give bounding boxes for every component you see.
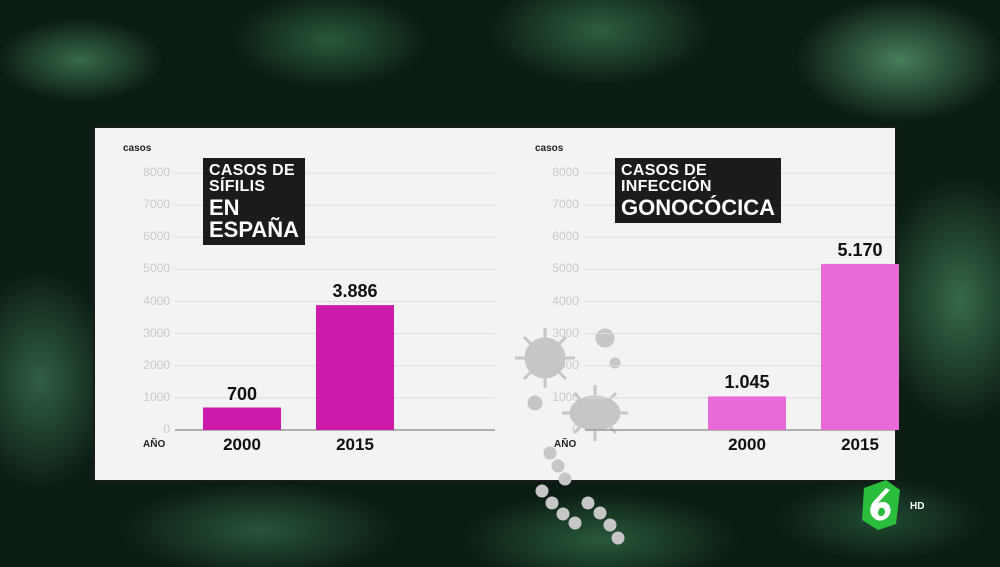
bar-2000 <box>203 407 281 430</box>
y-tick-label: 8000 <box>552 165 579 179</box>
infographic-panel: casos AÑO 8000 7000 6000 5000 4000 3000 … <box>95 128 899 545</box>
y-tick-label: 7000 <box>143 197 170 212</box>
y-tick-label: 6000 <box>143 229 170 244</box>
y-axis-unit: casos <box>123 143 152 154</box>
y-tick-label: 2000 <box>552 357 579 372</box>
chart-title: CASOS DE INFECCIÓN GONOCÓCICA <box>615 158 781 223</box>
y-tick-label: 0 <box>163 422 170 436</box>
y-tick-label: 7000 <box>552 197 579 212</box>
bar-2015 <box>316 305 394 430</box>
chart-title-line2: GONOCÓCICA <box>621 195 775 220</box>
bar-value-label: 1.045 <box>724 372 770 393</box>
y-tick-label: 3000 <box>552 325 579 340</box>
y-tick-label: 6000 <box>552 229 579 244</box>
x-category-label: 2015 <box>841 435 879 454</box>
x-category-label: 2000 <box>728 435 766 454</box>
chart-title-line2: EN ESPAÑA <box>209 195 300 242</box>
y-tick-label: 3000 <box>143 325 170 340</box>
chart-title-line1: CASOS DE INFECCIÓN <box>621 162 712 195</box>
y-tick-label: 8000 <box>143 165 170 179</box>
plot-area <box>585 172 899 431</box>
y-tick-label: 4000 <box>143 293 170 308</box>
bar-value-label: 700 <box>226 383 258 404</box>
chart-title: CASOS DE SÍFILIS EN ESPAÑA <box>203 158 306 245</box>
y-tick-label: 0 <box>572 422 579 436</box>
y-tick-label: 4000 <box>552 293 579 308</box>
plot-area <box>175 172 495 431</box>
x-axis-label: AÑO <box>554 439 577 450</box>
y-tick-label: 2000 <box>143 357 170 372</box>
y-tick-label: 1000 <box>552 389 579 404</box>
hd-badge: HD <box>910 501 925 512</box>
y-tick-label: 5000 <box>143 261 170 276</box>
bar-value-label: 5.170 <box>837 239 883 260</box>
y-axis-unit: casos <box>535 143 564 154</box>
x-category-label: 2000 <box>223 435 261 454</box>
bar-value-label: 3.886 <box>332 281 378 302</box>
bar-2000 <box>708 396 786 430</box>
x-axis-label: AÑO <box>143 439 166 450</box>
x-category-label: 2015 <box>336 435 374 454</box>
chart-title-line1: CASOS DE SÍFILIS <box>209 162 295 195</box>
la-sexta-6-logo-icon <box>862 480 900 530</box>
bar-2015 <box>821 263 899 430</box>
y-tick-label: 1000 <box>143 389 170 404</box>
y-tick-label: 5000 <box>552 261 579 276</box>
